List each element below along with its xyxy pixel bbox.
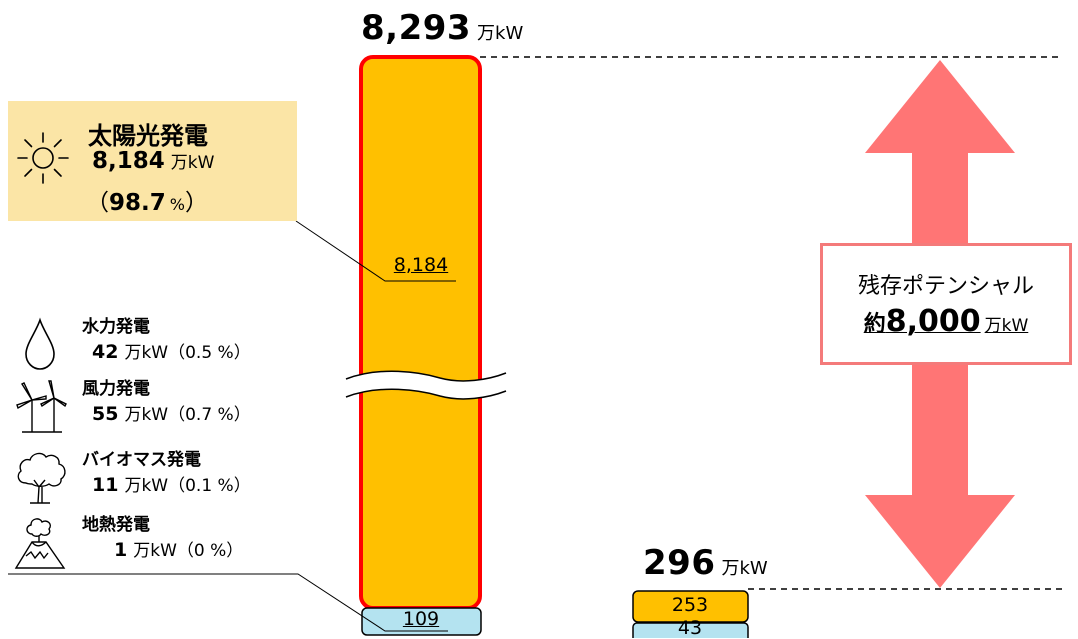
geothermal-source-share: （0 %） [176,541,244,561]
hydro-source-share: （0.5 %） [168,343,251,363]
remaining-potential-value: 8,000 [885,304,981,339]
potential-total-unit: 万kW [477,23,524,44]
potential-total-value: 8,293 [361,8,472,48]
solar-source-unit: 万kW [170,153,215,173]
hydro-source-value-line: 42 万kW（0.5 %） [92,338,251,363]
geothermal-source-name: 地熱発電 [82,515,150,535]
wind-source-name: 風力発電 [82,379,150,399]
solar-share-open-paren: （ [86,190,109,216]
solar-leader-line [295,220,456,282]
potential-total-label: 8,293 万kW [361,8,523,48]
volcano-icon [14,518,66,569]
other-leader-line [8,573,448,632]
axis-break-line-top [345,370,507,382]
biomass-source-value: 11 [92,474,119,496]
biomass-source-name: バイオマス発電 [82,450,201,470]
potential-solar-data-label: 8,184 [393,254,449,276]
solar-source-share-line: （98.7%） [86,183,208,217]
geothermal-source-unit: 万kW [133,541,177,561]
remaining-potential-title: 残存ポテンシャル [857,274,1034,299]
wind-source-value: 55 [92,403,119,425]
current-total-label: 296 万kW [643,543,768,583]
wind-source-share: （0.7 %） [168,405,251,425]
hydro-source-unit: 万kW [124,343,169,363]
remaining-potential-prefix: 約 [863,312,886,337]
source-row-hydro: 水力発電 42 万kW（0.5 %） [8,312,308,372]
axis-break-mark [346,371,506,399]
solar-legend-box: 太陽光発電 8,184 万kW （98.7%） [8,101,297,221]
solar-share-close-paren: ） [184,190,208,216]
geothermal-source-value: 1 [114,539,128,561]
wind-turbine-icon [16,380,67,433]
current-total-value: 296 [643,543,716,583]
potential-other-data-label: 109 [402,608,440,630]
wind-source-unit: 万kW [124,405,169,425]
remaining-potential-value-line: 約8,000 万kW [823,304,1069,339]
hydro-source-name: 水力発電 [82,317,150,337]
source-row-biomass: バイオマス発電 11 万kW（0.1 %） [8,445,308,505]
potential-bar-solar [359,55,482,610]
hydro-source-value: 42 [92,341,119,363]
axis-break-line-bottom [345,388,507,400]
current-bar-solar [632,590,749,623]
solar-source-share-unit: % [169,195,185,214]
potential-bar-other [361,607,482,636]
sun-icon [17,132,69,184]
water-drop-icon [25,317,55,370]
source-row-wind: 風力発電 55 万kW（0.7 %） [8,374,308,434]
current-solar-data-label: 253 [671,594,709,616]
remaining-potential-box: 残存ポテンシャル 約8,000 万kW [820,243,1072,365]
biomass-source-value-line: 11 万kW（0.1 %） [92,471,251,496]
wind-source-value-line: 55 万kW（0.7 %） [92,400,251,425]
solar-source-value-line: 8,184 万kW [92,148,214,174]
biomass-source-unit: 万kW [124,476,169,496]
solar-source-share: 98.7 [109,190,166,216]
current-other-data-label: 43 [677,617,703,639]
remaining-potential-unit: 万kW [984,316,1029,336]
current-bar-other [632,622,749,638]
solar-source-name: 太陽光発電 [88,122,208,150]
solar-source-value: 8,184 [92,148,165,174]
biomass-source-share: （0.1 %） [168,476,251,496]
tree-icon [17,452,66,504]
geothermal-source-value-line: 1 万kW（0 %） [114,536,243,561]
current-total-unit: 万kW [721,558,768,579]
source-row-geothermal: 地熱発電 1 万kW（0 %） [8,510,308,570]
